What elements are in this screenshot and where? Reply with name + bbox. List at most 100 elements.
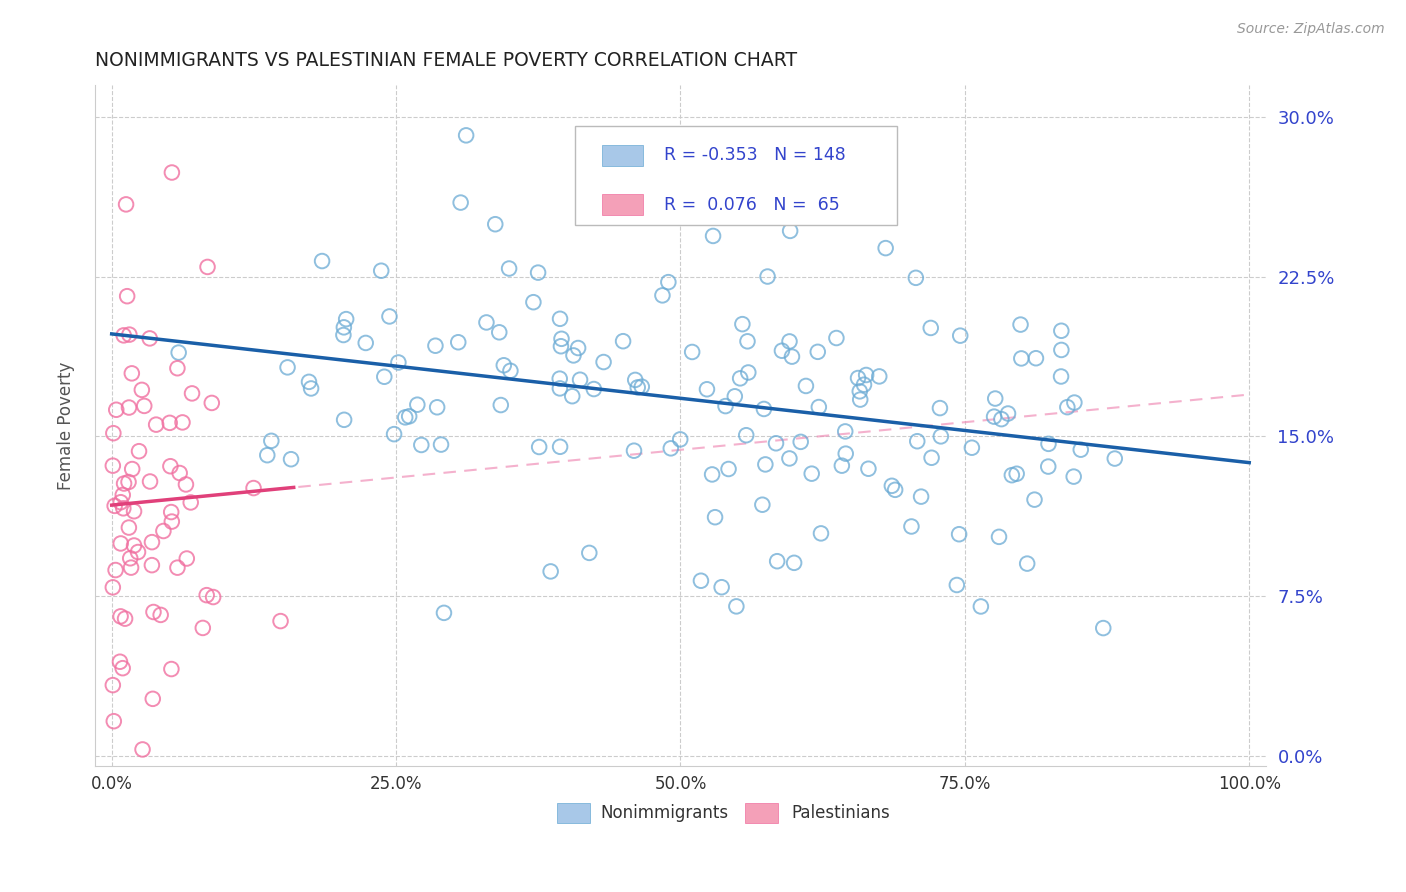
Point	[277, 360, 299, 375]
Point	[111, 488, 134, 502]
Point	[134, 399, 156, 413]
Point	[112, 328, 135, 343]
Point	[970, 599, 993, 614]
Point	[139, 475, 162, 489]
Point	[475, 315, 498, 329]
Point	[669, 433, 692, 447]
Point	[411, 438, 433, 452]
Point	[780, 350, 803, 364]
Point	[548, 381, 571, 395]
Point	[825, 331, 848, 345]
Point	[578, 546, 600, 560]
Point	[548, 372, 571, 386]
Point	[270, 614, 292, 628]
Point	[160, 662, 183, 676]
Point	[166, 560, 188, 574]
Point	[855, 368, 877, 382]
Point	[527, 440, 550, 454]
Point	[960, 441, 983, 455]
Point	[997, 407, 1019, 421]
Point	[1056, 400, 1078, 414]
Point	[242, 481, 264, 495]
Point	[880, 479, 903, 493]
Point	[121, 367, 143, 381]
Point	[679, 187, 702, 202]
Point	[737, 334, 759, 349]
Point	[112, 501, 135, 516]
Point	[754, 458, 776, 472]
Point	[280, 452, 302, 467]
Point	[794, 379, 817, 393]
Point	[858, 461, 880, 475]
Point	[149, 607, 172, 622]
Point	[456, 128, 478, 143]
Point	[115, 289, 138, 303]
Point	[567, 341, 589, 355]
Point	[101, 458, 124, 473]
Point	[195, 588, 218, 602]
Point	[983, 409, 1005, 424]
Point	[1104, 451, 1126, 466]
Point	[131, 742, 153, 756]
Point	[810, 526, 832, 541]
Point	[846, 371, 869, 385]
Point	[868, 369, 890, 384]
Point	[1001, 468, 1024, 483]
Point	[104, 499, 127, 513]
Point	[103, 426, 125, 441]
Point	[142, 605, 165, 619]
Point	[984, 392, 1007, 406]
Point	[488, 326, 510, 340]
Point	[201, 396, 224, 410]
Point	[1092, 621, 1115, 635]
Point	[1005, 467, 1028, 481]
Point	[700, 467, 723, 482]
Point	[717, 462, 740, 476]
Point	[142, 691, 165, 706]
Point	[988, 530, 1011, 544]
Point	[779, 334, 801, 349]
Point	[561, 389, 583, 403]
Point	[121, 462, 143, 476]
Point	[834, 425, 856, 439]
Point	[522, 295, 544, 310]
Point	[1050, 324, 1073, 338]
Point	[141, 535, 163, 549]
Point	[702, 228, 724, 243]
Point	[382, 427, 405, 442]
Point	[751, 498, 773, 512]
Text: R =  0.076   N =  65: R = 0.076 N = 65	[664, 196, 839, 214]
Point	[114, 612, 136, 626]
Point	[115, 197, 138, 211]
Point	[550, 339, 572, 353]
Point	[145, 417, 167, 432]
Point	[789, 434, 811, 449]
Point	[110, 495, 132, 509]
FancyBboxPatch shape	[602, 145, 643, 166]
Point	[333, 413, 356, 427]
Point	[990, 412, 1012, 426]
Point	[657, 275, 679, 289]
Point	[756, 269, 779, 284]
Point	[946, 578, 969, 592]
Point	[714, 399, 737, 413]
Point	[311, 254, 333, 268]
Point	[800, 467, 823, 481]
Point	[370, 263, 392, 277]
Point	[651, 288, 673, 302]
Point	[378, 310, 401, 324]
Point	[929, 429, 952, 443]
Point	[426, 401, 449, 415]
Point	[103, 714, 125, 729]
Point	[848, 384, 870, 399]
Point	[122, 504, 145, 518]
Point	[433, 606, 456, 620]
Point	[765, 436, 787, 450]
Point	[118, 327, 141, 342]
Point	[167, 345, 190, 359]
Point	[104, 563, 127, 577]
Point	[853, 377, 876, 392]
Point	[737, 366, 759, 380]
Point	[1038, 459, 1060, 474]
Point	[1063, 395, 1085, 409]
